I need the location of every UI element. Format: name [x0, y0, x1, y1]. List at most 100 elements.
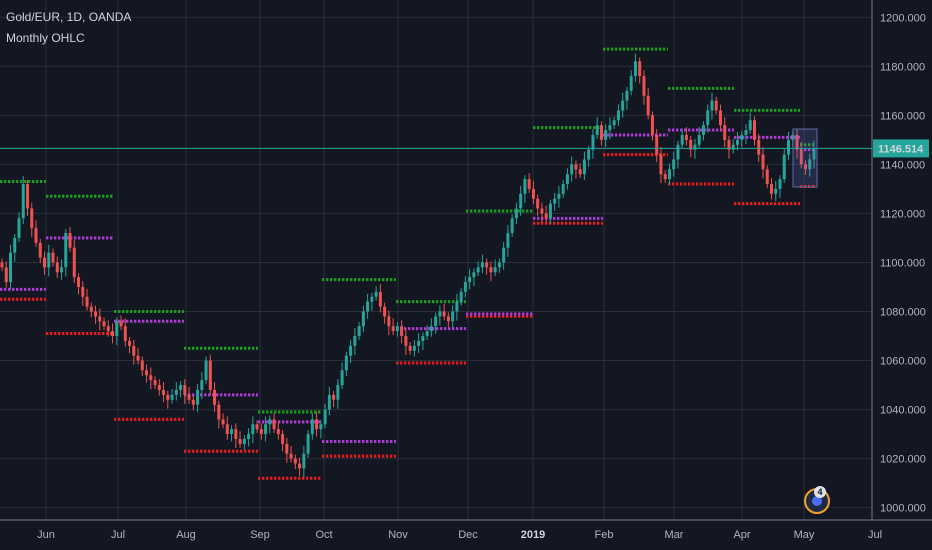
candle-body — [408, 345, 412, 351]
candle — [302, 445, 306, 478]
candle — [310, 413, 314, 440]
candle-body — [310, 419, 314, 435]
candle-body — [417, 340, 421, 346]
candle-body — [94, 311, 98, 317]
candle — [667, 163, 671, 185]
candle — [111, 323, 115, 344]
candle — [98, 308, 102, 331]
candle — [89, 302, 93, 318]
candle-body — [272, 419, 276, 430]
candle-body — [128, 340, 132, 346]
candle — [230, 425, 234, 442]
candle — [149, 367, 153, 390]
chart-title: Gold/EUR, 1D, OANDA — [6, 10, 132, 24]
candle — [196, 384, 200, 413]
candle — [255, 420, 259, 434]
price-tick-label: 1040.000 — [880, 405, 926, 417]
candle — [259, 423, 263, 440]
candle — [523, 175, 527, 203]
candle — [514, 202, 518, 224]
candle-body — [480, 262, 484, 268]
candle-body — [357, 326, 361, 337]
candle — [276, 421, 280, 440]
candle-body — [803, 164, 807, 170]
candle-body — [540, 208, 544, 214]
candle-body — [251, 424, 255, 435]
candle-body — [621, 100, 625, 111]
candle — [366, 293, 370, 319]
candle — [587, 145, 591, 167]
candle — [242, 435, 246, 450]
candle-body — [548, 203, 552, 219]
candle-body — [17, 218, 21, 238]
candle-body — [629, 76, 633, 91]
candle-body — [565, 174, 569, 184]
candle-body — [102, 321, 106, 327]
candle-body — [391, 326, 395, 332]
candle-body — [196, 389, 200, 405]
candle-body — [769, 183, 773, 194]
candle — [387, 310, 391, 336]
candle-body — [387, 316, 391, 327]
candle-body — [259, 429, 263, 435]
candle — [557, 185, 561, 208]
candle — [115, 317, 119, 346]
candle-body — [111, 331, 115, 337]
candle-body — [697, 134, 701, 145]
candle — [51, 248, 55, 267]
candle-body — [582, 159, 586, 175]
candlestick-series — [0, 53, 816, 478]
candle-body — [200, 380, 204, 390]
candle — [812, 140, 816, 169]
candle-body — [693, 144, 697, 150]
candle — [183, 379, 187, 404]
candle — [251, 416, 255, 444]
candle-body — [612, 120, 616, 126]
indicator-name[interactable]: Monthly OHLC — [6, 31, 85, 45]
candle — [332, 390, 336, 408]
candle — [370, 292, 374, 311]
candle — [238, 431, 242, 448]
candle-body — [77, 277, 81, 287]
candle-body — [523, 179, 527, 194]
price-axis: 1000.000 1020.000 1040.000 1060.000 1080.000… — [880, 12, 926, 514]
candle — [684, 127, 688, 146]
price-axis-panel[interactable] — [872, 0, 932, 550]
candle — [731, 138, 735, 154]
candle-body — [527, 179, 531, 189]
candle-body — [616, 110, 620, 121]
candle — [26, 180, 30, 216]
candle — [463, 276, 467, 298]
candle — [383, 302, 387, 324]
candle-body — [221, 419, 225, 425]
candle-body — [633, 61, 637, 77]
candle-body — [255, 424, 259, 430]
globe-icon — [812, 496, 822, 506]
candle-body — [166, 394, 170, 400]
candle-body — [680, 134, 684, 145]
candle — [123, 318, 127, 347]
price-tick-label: 1000.000 — [880, 503, 926, 515]
candle-body — [361, 311, 365, 327]
candle — [13, 234, 17, 262]
candle — [706, 104, 710, 133]
candle-body — [370, 296, 374, 302]
candle — [306, 430, 310, 458]
candle — [612, 116, 616, 130]
time-tick-label: Sep — [250, 529, 270, 541]
candle — [323, 403, 327, 429]
candle — [285, 438, 289, 463]
candle — [179, 381, 183, 398]
candle — [540, 202, 544, 223]
last-price-tag: 1146.514 — [873, 139, 929, 158]
candle — [170, 388, 174, 404]
candle — [421, 332, 425, 350]
candle — [650, 111, 654, 141]
candle — [281, 430, 285, 452]
candle — [570, 156, 574, 182]
candle-body — [208, 360, 212, 390]
candle-body — [340, 370, 344, 386]
candle-body — [421, 336, 425, 341]
price-tick-label: 1060.000 — [880, 356, 926, 368]
